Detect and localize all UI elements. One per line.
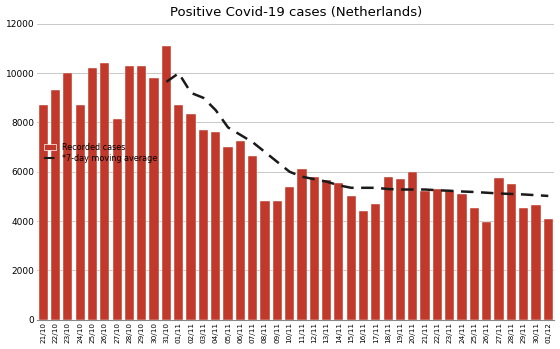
Bar bbox=[162, 46, 171, 320]
Bar bbox=[384, 177, 393, 320]
Bar bbox=[51, 90, 60, 320]
Bar bbox=[125, 66, 134, 320]
Bar bbox=[236, 141, 245, 320]
Bar bbox=[76, 105, 85, 320]
Bar bbox=[174, 105, 183, 320]
Bar bbox=[88, 68, 97, 320]
Bar bbox=[297, 169, 306, 320]
Bar bbox=[421, 192, 430, 320]
Bar bbox=[310, 177, 319, 320]
Title: Positive Covid-19 cases (Netherlands): Positive Covid-19 cases (Netherlands) bbox=[170, 6, 422, 18]
Bar bbox=[544, 218, 553, 320]
Bar bbox=[211, 132, 220, 320]
Bar bbox=[150, 78, 158, 320]
Bar bbox=[223, 147, 232, 320]
Bar bbox=[273, 201, 282, 320]
Bar bbox=[519, 208, 528, 320]
Bar bbox=[359, 211, 368, 320]
Bar bbox=[531, 205, 540, 320]
Bar bbox=[100, 63, 109, 320]
Bar bbox=[347, 196, 356, 320]
Bar bbox=[260, 201, 269, 320]
Bar bbox=[371, 204, 380, 320]
Bar bbox=[396, 179, 405, 320]
Bar bbox=[113, 119, 122, 320]
Bar bbox=[470, 208, 479, 320]
Bar bbox=[186, 114, 195, 320]
Bar bbox=[494, 178, 503, 320]
Bar bbox=[137, 66, 146, 320]
Bar bbox=[285, 187, 294, 320]
Bar bbox=[433, 189, 442, 320]
Bar bbox=[248, 156, 257, 320]
Legend: Recorded cases, *7-day moving average: Recorded cases, *7-day moving average bbox=[41, 140, 160, 165]
Bar bbox=[63, 73, 72, 320]
Bar bbox=[482, 222, 491, 320]
Bar bbox=[408, 172, 417, 320]
Bar bbox=[507, 184, 516, 320]
Bar bbox=[39, 105, 48, 320]
Bar bbox=[199, 130, 208, 320]
Bar bbox=[334, 183, 343, 320]
Bar bbox=[445, 192, 454, 320]
Bar bbox=[322, 180, 331, 320]
Bar bbox=[458, 194, 466, 320]
